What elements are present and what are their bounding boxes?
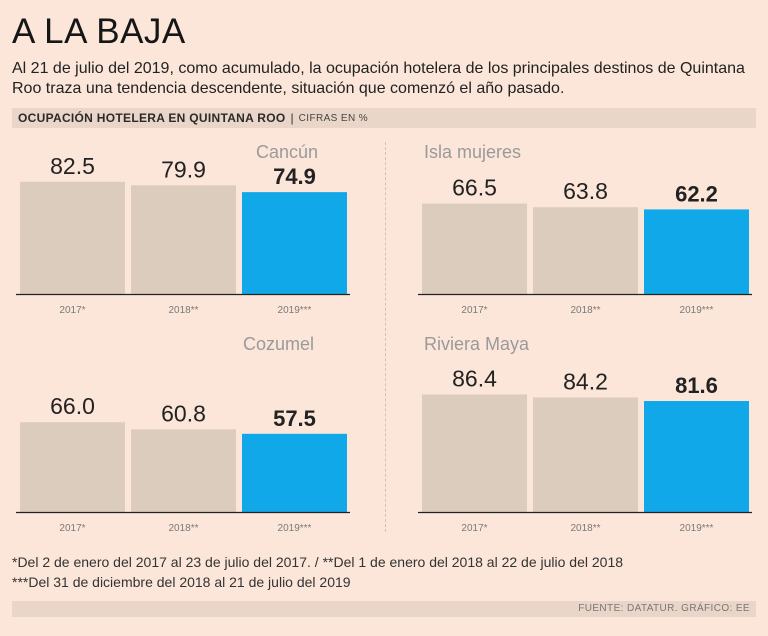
tick-label-riviera-maya-0: 2017* xyxy=(461,523,487,534)
bar-cozumel-1 xyxy=(131,429,236,512)
panel-title-canc-n: Cancún xyxy=(256,142,318,162)
panel-divider xyxy=(385,142,386,532)
value-label-canc-n-1: 79.9 xyxy=(161,156,206,182)
tick-label-riviera-maya-2: 2019*** xyxy=(680,523,714,534)
value-label-isla-mujeres-1: 63.8 xyxy=(563,178,608,204)
footnote-1: *Del 2 de enero del 2017 al 23 de julio … xyxy=(12,554,624,570)
bar-isla-mujeres-1 xyxy=(533,207,638,294)
bar-riviera-maya-2 xyxy=(644,401,749,512)
tick-label-isla-mujeres-2: 2019*** xyxy=(680,305,714,316)
value-label-cozumel-2: 57.5 xyxy=(273,406,316,431)
tick-label-isla-mujeres-0: 2017* xyxy=(461,305,487,316)
tick-label-cozumel-2: 2019*** xyxy=(278,523,312,534)
tick-label-canc-n-2: 2019*** xyxy=(278,305,312,316)
panel-title-isla-mujeres: Isla mujeres xyxy=(424,142,521,162)
bar-isla-mujeres-2 xyxy=(644,209,749,294)
tick-label-canc-n-1: 2018** xyxy=(168,305,198,316)
value-label-canc-n-0: 82.5 xyxy=(50,153,95,179)
bar-riviera-maya-1 xyxy=(533,397,638,512)
bar-canc-n-2 xyxy=(242,192,347,294)
bar-canc-n-0 xyxy=(20,181,125,294)
value-label-riviera-maya-1: 84.2 xyxy=(563,368,608,394)
value-label-isla-mujeres-0: 66.5 xyxy=(452,175,497,201)
value-label-isla-mujeres-2: 62.2 xyxy=(675,181,718,206)
bar-riviera-maya-0 xyxy=(422,394,527,512)
tick-label-isla-mujeres-1: 2018** xyxy=(570,305,600,316)
tick-label-riviera-maya-1: 2018** xyxy=(570,523,600,534)
value-label-riviera-maya-2: 81.6 xyxy=(675,373,718,398)
page-title: A LA BAJA xyxy=(12,12,186,51)
page-subtitle: Al 21 de julio del 2019, como acumulado,… xyxy=(12,60,745,97)
heading-separator: | xyxy=(290,111,294,125)
value-label-riviera-maya-0: 86.4 xyxy=(452,365,497,391)
chart-header-band: OCUPACIÓN HOTELERA EN QUINTANA ROO | CIF… xyxy=(12,108,756,128)
units-label: CIFRAS EN % xyxy=(298,112,369,124)
bar-isla-mujeres-0 xyxy=(422,203,527,294)
bar-cozumel-0 xyxy=(20,422,125,512)
tick-label-canc-n-0: 2017* xyxy=(59,305,85,316)
bar-cozumel-2 xyxy=(242,433,347,512)
value-label-cozumel-1: 60.8 xyxy=(161,400,206,426)
chart-heading: OCUPACIÓN HOTELERA EN QUINTANA ROO xyxy=(18,111,286,125)
tick-label-cozumel-0: 2017* xyxy=(59,523,85,534)
panel-title-riviera-maya: Riviera Maya xyxy=(424,334,530,354)
panel-title-cozumel: Cozumel xyxy=(243,334,314,354)
value-label-cozumel-0: 66.0 xyxy=(50,393,95,419)
bar-canc-n-1 xyxy=(131,185,236,294)
source-credit: FUENTE: DATATUR. GRÁFICO: EE xyxy=(12,601,756,617)
value-label-canc-n-2: 74.9 xyxy=(273,164,316,189)
footnote-2: ***Del 31 de diciembre del 2018 al 21 de… xyxy=(12,574,351,590)
tick-label-cozumel-1: 2018** xyxy=(168,523,198,534)
